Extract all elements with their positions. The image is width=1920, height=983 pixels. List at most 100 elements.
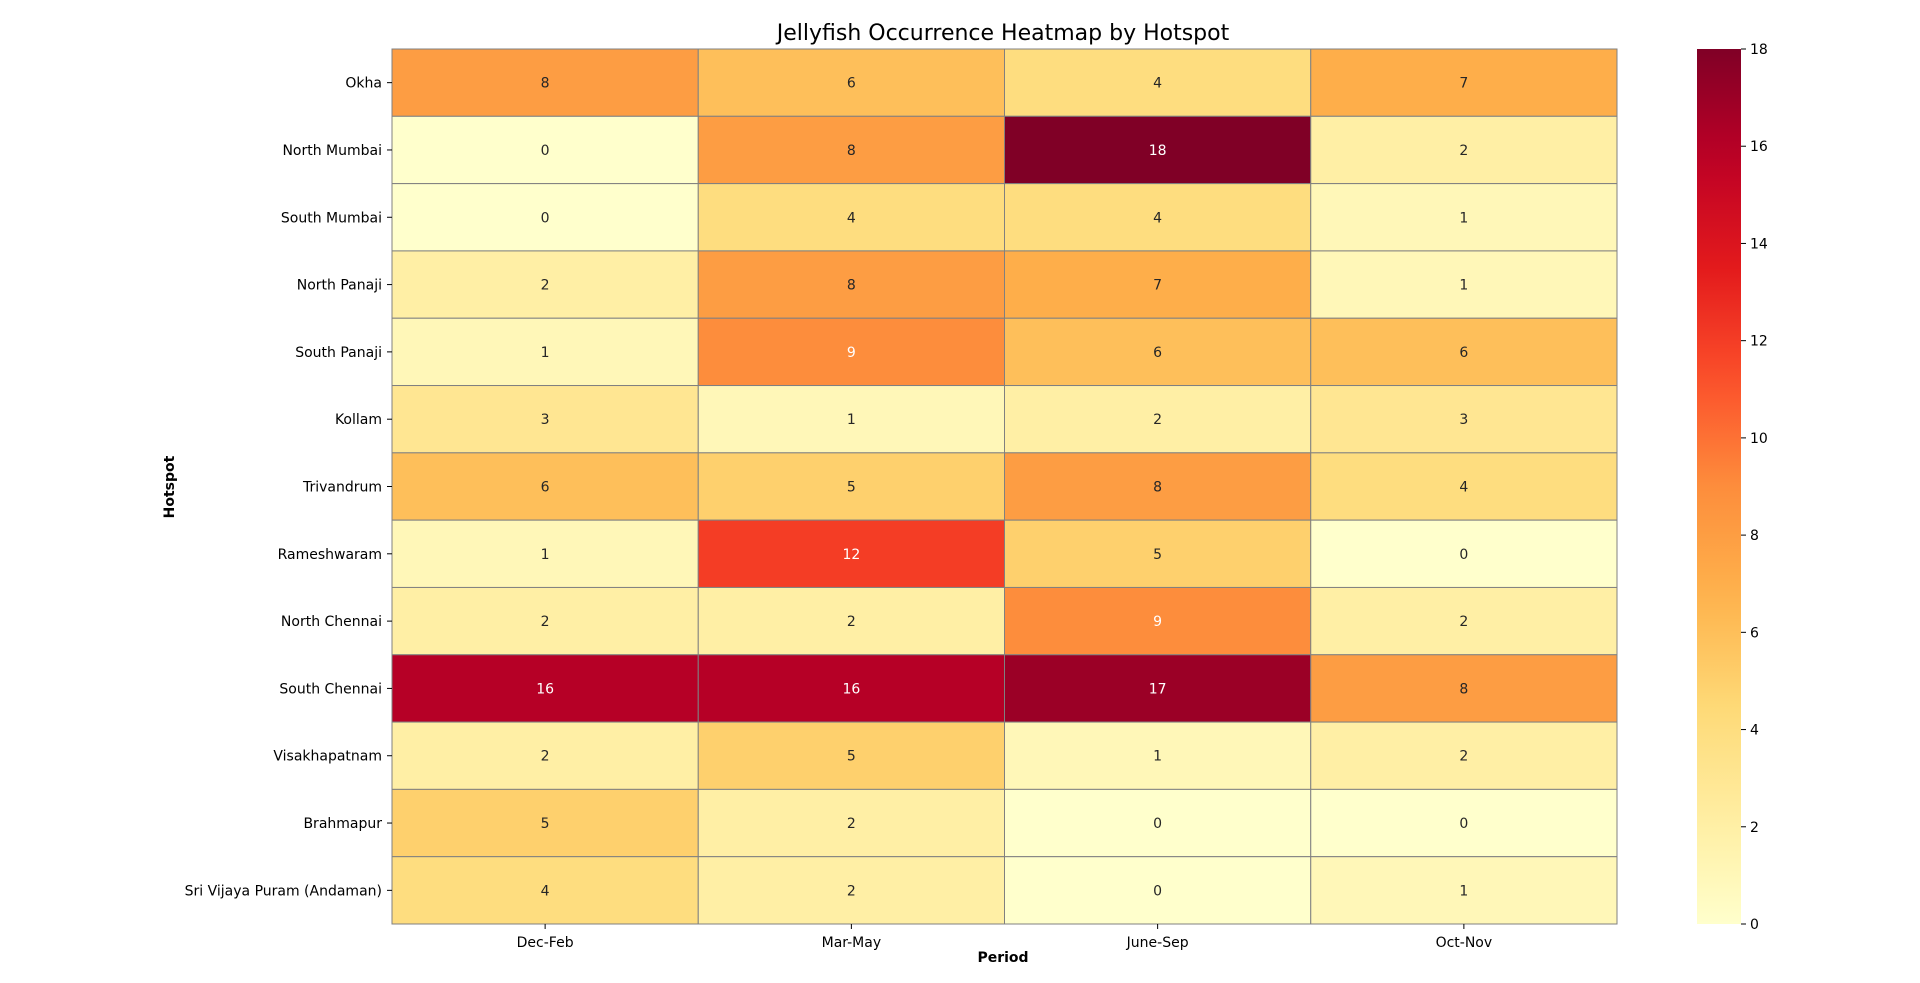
cell-value-label: 8	[847, 143, 856, 159]
y-tick-label: South Panaji	[295, 345, 382, 361]
heatmap-cell	[1004, 788, 1312, 858]
cell-value-label: 6	[1153, 345, 1162, 361]
heatmap-cell	[697, 788, 1005, 858]
heatmap-cell	[391, 788, 699, 858]
cell-value-label: 1	[1459, 278, 1468, 294]
x-axis-label: Period	[977, 950, 1028, 966]
cell-value-label: 3	[541, 412, 550, 428]
heatmap-cell	[1004, 452, 1312, 521]
heatmap-cell	[391, 317, 699, 387]
heatmap-cell	[1310, 250, 1618, 319]
cell-value-label: 7	[1459, 76, 1468, 92]
cell-value-label: 2	[1459, 143, 1468, 159]
colorbar-tick-label: 2	[1750, 820, 1759, 836]
cell-value-label: 8	[541, 76, 550, 92]
x-tick-label: Mar-May	[822, 935, 882, 951]
heatmap-cell	[1310, 183, 1618, 252]
heatmap-cell	[1310, 788, 1618, 858]
cell-value-label: 16	[536, 681, 554, 697]
heatmap-cell	[697, 654, 1005, 723]
cell-value-label: 1	[541, 547, 550, 563]
colorbar-gradient	[1697, 49, 1741, 924]
heatmap-cell	[1310, 654, 1618, 723]
heatmap-cell	[391, 48, 699, 117]
cell-value-label: 3	[1459, 412, 1468, 428]
cell-value-label: 2	[1153, 412, 1162, 428]
cell-value-label: 5	[1153, 547, 1162, 563]
x-tick-labels: Dec-Feb Mar-May June-Sep Oct-Nov	[517, 924, 1493, 951]
colorbar-tick-label: 0	[1750, 917, 1759, 933]
cell-value-label: 1	[847, 412, 856, 428]
heatmap-cell	[1004, 317, 1312, 387]
y-tick-label: South Mumbai	[281, 210, 382, 226]
cell-value-label: 0	[1459, 816, 1468, 832]
heatmap-cell	[391, 654, 699, 723]
cell-value-label: 2	[1459, 749, 1468, 765]
heatmap-cell	[1310, 721, 1618, 790]
heatmap-cell	[697, 385, 1005, 454]
heatmap-cell	[697, 856, 1005, 925]
heatmap-cell	[1004, 586, 1312, 656]
cell-value-label: 0	[541, 143, 550, 159]
cell-value-label: 2	[847, 883, 856, 899]
heatmap-cell	[1310, 452, 1618, 521]
heatmap-cell	[697, 48, 1005, 117]
y-tick-label: Okha	[345, 76, 382, 92]
heatmap-cell	[1310, 586, 1618, 656]
cell-value-label: 0	[1153, 816, 1162, 832]
heatmap-cell	[391, 385, 699, 454]
cell-value-label: 4	[541, 883, 550, 899]
y-tick-label: North Chennai	[281, 614, 382, 630]
cell-value-label: 8	[1459, 681, 1468, 697]
heatmap-cell	[697, 317, 1005, 387]
chart-title: Jellyfish Occurrence Heatmap by Hotspot	[775, 21, 1230, 46]
cell-value-label: 8	[1153, 480, 1162, 496]
heatmap-cell	[391, 519, 699, 588]
heatmap-cell	[391, 452, 699, 521]
y-tick-label: Kollam	[335, 412, 382, 428]
cell-value-label: 0	[1153, 883, 1162, 899]
cell-value-label: 6	[847, 76, 856, 92]
y-tick-label: Sri Vijaya Puram (Andaman)	[185, 883, 382, 899]
heatmap-cell	[1004, 654, 1312, 723]
cell-value-label: 17	[1149, 681, 1167, 697]
y-tick-label: Trivandrum	[302, 480, 382, 496]
x-tick-label: Dec-Feb	[517, 935, 574, 951]
cell-value-label: 1	[1153, 749, 1162, 765]
y-tick-labels: Okha North Mumbai South Mumbai North Panaji…	[185, 76, 392, 899]
cell-value-label: 6	[1459, 345, 1468, 361]
heatmap-cell	[697, 183, 1005, 252]
heatmap-cell	[391, 250, 699, 319]
y-tick-label: Visakhapatnam	[273, 749, 382, 765]
cell-value-label: 4	[1153, 210, 1162, 226]
cell-value-label: 2	[541, 749, 550, 765]
cell-value-label: 9	[847, 345, 856, 361]
y-tick-label: South Chennai	[279, 681, 382, 697]
heatmap-cell	[1310, 48, 1618, 117]
heatmap-cell	[697, 115, 1005, 185]
y-tick-label: North Mumbai	[282, 143, 382, 159]
heatmap-cell	[391, 856, 699, 925]
cell-value-label: 6	[541, 480, 550, 496]
cell-value-label: 18	[1149, 143, 1167, 159]
heatmap-cell	[1004, 385, 1312, 454]
heatmap-cell	[697, 721, 1005, 790]
cell-value-label: 1	[1459, 883, 1468, 899]
colorbar-tick-label: 8	[1750, 528, 1759, 544]
cell-value-label: 5	[541, 816, 550, 832]
cell-value-label: 2	[847, 816, 856, 832]
cell-value-label: 16	[842, 681, 860, 697]
heatmap-cell	[1310, 115, 1618, 185]
cell-value-label: 5	[847, 480, 856, 496]
heatmap-cell	[697, 250, 1005, 319]
heatmap-cell	[1004, 721, 1312, 790]
cell-value-label: 4	[1459, 480, 1468, 496]
y-tick-label: North Panaji	[297, 278, 382, 294]
cell-value-label: 4	[1153, 76, 1162, 92]
y-tick-label: Rameshwaram	[278, 547, 382, 563]
x-tick-label: Oct-Nov	[1436, 935, 1493, 951]
y-tick-label: Brahmapur	[303, 816, 382, 832]
colorbar-tick-label: 4	[1750, 723, 1759, 739]
cell-value-label: 12	[842, 547, 860, 563]
